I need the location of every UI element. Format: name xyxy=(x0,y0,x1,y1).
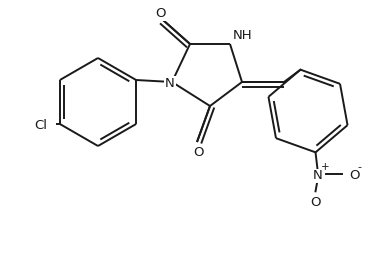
Text: O: O xyxy=(310,196,321,209)
Text: +: + xyxy=(321,162,330,172)
Text: Cl: Cl xyxy=(34,119,47,132)
Text: O: O xyxy=(350,169,360,182)
Text: N: N xyxy=(165,77,175,90)
Text: O: O xyxy=(194,146,204,159)
Text: -: - xyxy=(357,162,362,172)
Text: N: N xyxy=(312,169,323,182)
Text: O: O xyxy=(155,7,165,20)
Text: NH: NH xyxy=(233,29,253,42)
